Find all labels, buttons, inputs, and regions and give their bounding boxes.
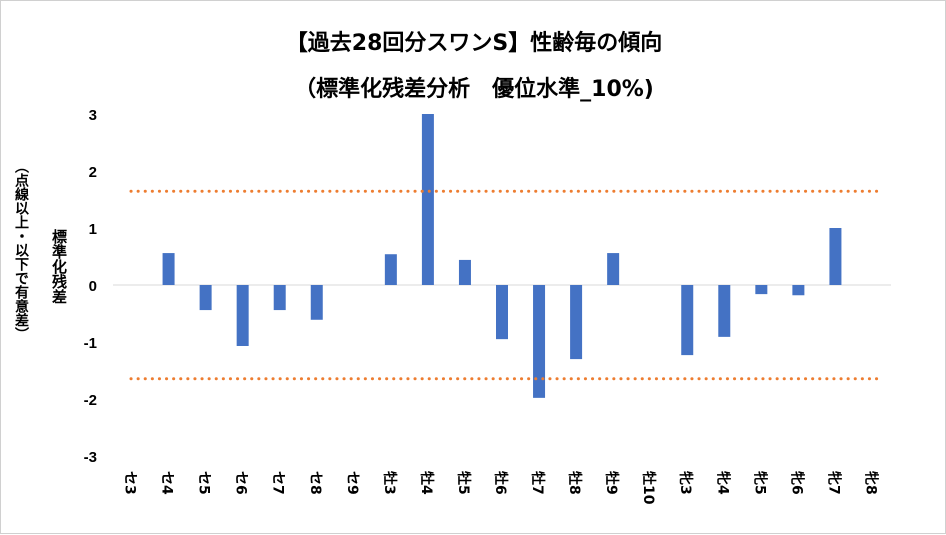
y-tick-label: -3	[84, 449, 97, 466]
x-tick-label: 牡9	[603, 471, 620, 495]
x-tick-label: セ6	[233, 471, 249, 495]
x-tick-label: 牡7	[529, 471, 546, 495]
y-axis-label: 標準化残差	[50, 229, 68, 304]
bar-セ8	[310, 285, 323, 320]
bar-牝4	[718, 285, 731, 337]
bar-セ5	[199, 285, 212, 311]
x-tick-label: セ8	[307, 471, 323, 495]
x-tick-label: セ9	[344, 471, 360, 495]
bar-牡7	[533, 285, 546, 398]
bar-牡6	[496, 285, 508, 340]
x-tick-label: 牡10	[640, 471, 657, 505]
bar-牝7	[829, 228, 842, 285]
chart-title: 【過去28回分スワンS】性齢毎の傾向	[285, 31, 663, 56]
bar-牝3	[681, 285, 694, 356]
x-tick-label: 牡3	[381, 471, 398, 495]
bar-牝6	[792, 285, 805, 296]
y-axis-sublabel: （点線以上・以下で有意差）	[13, 159, 29, 341]
bar-牡5	[458, 259, 471, 285]
x-tick-label: 牝7	[825, 471, 842, 495]
x-tick-label: 牝5	[751, 471, 768, 495]
y-tick-label: -1	[84, 335, 97, 352]
x-tick-label: 牡8	[566, 471, 583, 495]
x-tick-label: 牡4	[418, 471, 435, 495]
x-tick-label: セ4	[159, 471, 175, 495]
y-tick-label: 2	[89, 164, 97, 181]
x-tick-label: 牡6	[492, 471, 509, 495]
bar-牡9	[607, 253, 620, 285]
bar-セ6	[236, 285, 249, 346]
y-tick-label: 3	[89, 107, 97, 124]
y-tick-label: -2	[84, 392, 97, 409]
x-tick-label: 牝8	[862, 471, 879, 495]
x-tick-label: 牝4	[714, 471, 731, 495]
bar-セ7	[273, 285, 286, 311]
bar-牡8	[570, 285, 583, 360]
x-tick-label: 牝3	[677, 471, 694, 495]
y-tick-label: 1	[89, 221, 97, 238]
x-tick-label: セ3	[122, 471, 138, 495]
bar-牡4	[421, 114, 434, 285]
x-tick-label: 牝6	[788, 471, 805, 495]
x-tick-label: セ5	[196, 471, 212, 495]
chart-subtitle: （標準化残差分析 優位水準_10%)	[294, 77, 654, 102]
y-tick-label: 0	[89, 278, 97, 295]
bar-セ4	[162, 253, 175, 285]
bar-牡3	[384, 254, 397, 285]
x-tick-label: セ7	[270, 471, 286, 495]
x-tick-label: 牡5	[455, 471, 472, 495]
bar-牝5	[755, 285, 768, 295]
